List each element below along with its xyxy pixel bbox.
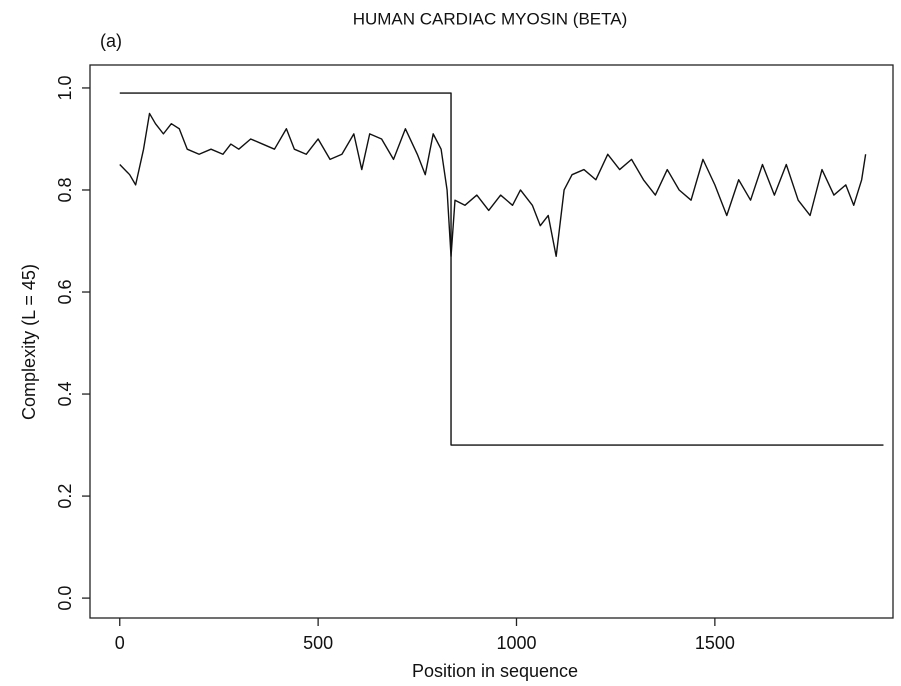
x-tick-label: 0 [115,633,125,653]
plot-frame [89,64,894,619]
x-axis-label: Position in sequence [412,661,578,681]
x-tick-label: 1500 [695,633,735,653]
panel-label: (a) [100,31,122,51]
y-tick-label: 0.6 [55,280,75,305]
y-tick-label: 0.4 [55,382,75,407]
y-tick-label: 1.0 [55,75,75,100]
y-axis-label: Complexity (L = 45) [19,264,39,420]
y-tick-label: 0.2 [55,484,75,509]
line-series [119,92,884,446]
chart-title: HUMAN CARDIAC MYOSIN (BETA) [353,9,628,28]
y-tick-label: 0.0 [55,586,75,611]
y-tick-label: 0.8 [55,177,75,202]
x-tick-label: 500 [303,633,333,653]
x-tick-label: 1000 [496,633,536,653]
line-series [119,112,867,258]
